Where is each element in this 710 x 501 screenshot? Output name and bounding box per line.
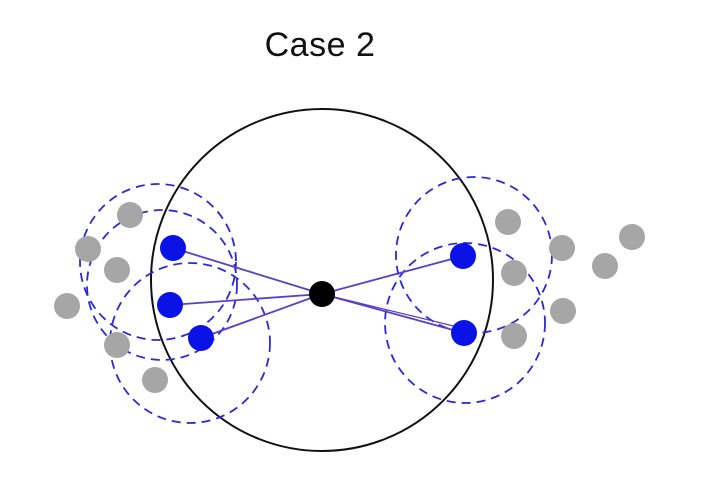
other-node bbox=[550, 298, 576, 324]
other-node bbox=[501, 260, 527, 286]
edge bbox=[200, 293, 323, 339]
other-node bbox=[104, 257, 130, 283]
edge bbox=[321, 255, 464, 295]
diagram-title: Case 2 bbox=[264, 26, 376, 64]
selected-node bbox=[450, 243, 476, 269]
other-node bbox=[495, 209, 521, 235]
selected-node bbox=[451, 320, 477, 346]
neighborhood-circle-left-1 bbox=[79, 183, 237, 341]
other-node bbox=[142, 367, 168, 393]
other-node bbox=[117, 202, 143, 228]
edge bbox=[321, 293, 465, 334]
other-node bbox=[592, 253, 618, 279]
selected-node bbox=[188, 325, 214, 351]
other-node bbox=[75, 236, 101, 262]
other-node bbox=[501, 323, 527, 349]
center-node bbox=[309, 281, 335, 307]
edge bbox=[321, 293, 463, 329]
other-node bbox=[619, 224, 645, 250]
neighborhood-circle-right-2 bbox=[384, 242, 546, 404]
neighborhood-circle-left-2 bbox=[86, 209, 238, 361]
outer-circle bbox=[150, 108, 494, 452]
other-node bbox=[54, 293, 80, 319]
neighborhood-circle-left-3 bbox=[109, 262, 271, 424]
edge bbox=[169, 293, 323, 306]
selected-node bbox=[160, 235, 186, 261]
other-node bbox=[549, 235, 575, 261]
edge bbox=[172, 247, 323, 295]
other-node bbox=[104, 332, 130, 358]
selected-node bbox=[157, 292, 183, 318]
